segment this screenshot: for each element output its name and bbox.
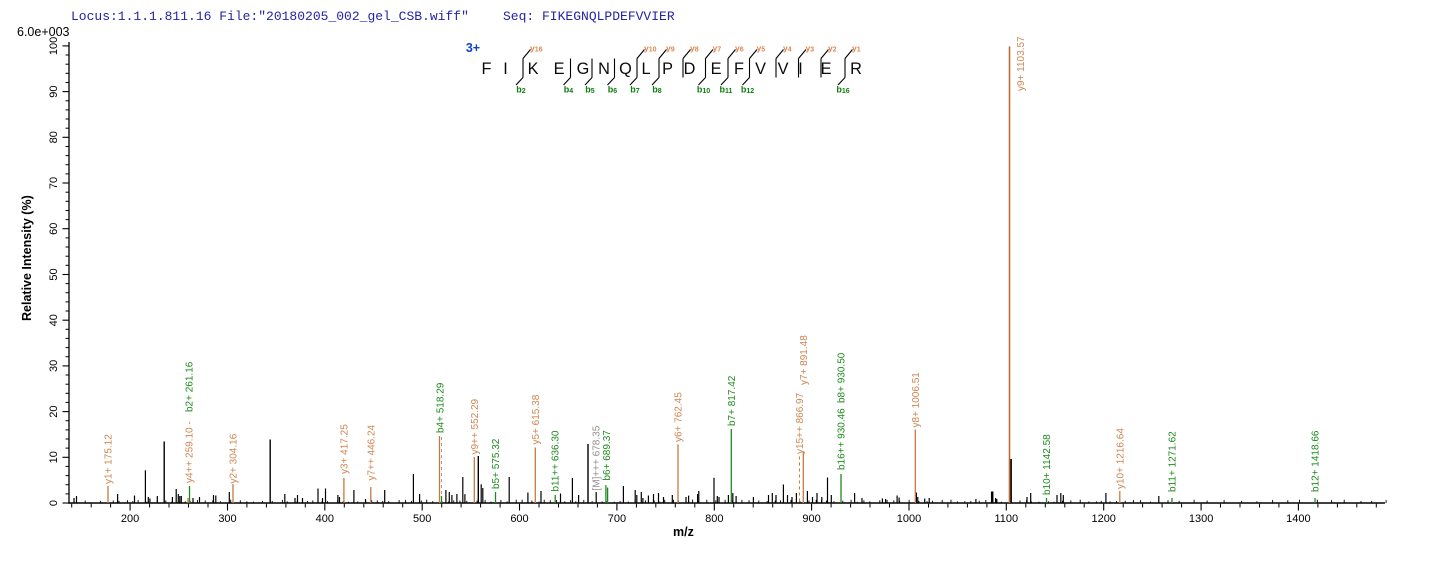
svg-text:y7: y7 (713, 43, 722, 54)
svg-text:40: 40 (48, 314, 60, 326)
svg-text:y10+ 1216.64: y10+ 1216.64 (1115, 428, 1126, 489)
svg-text:b5+ 575.32: b5+ 575.32 (491, 438, 502, 489)
svg-text:Locus:1.1.1.811.16 File:"20180: Locus:1.1.1.811.16 File:"20180205_002_ge… (71, 9, 469, 24)
svg-text:y7+ 891.48: y7+ 891.48 (799, 335, 810, 385)
svg-text:b8+ 930.50: b8+ 930.50 (837, 352, 848, 403)
svg-text:y9+ 1103.57: y9+ 1103.57 (1016, 36, 1027, 91)
svg-text:600: 600 (510, 513, 528, 525)
svg-text:D: D (684, 60, 696, 78)
svg-text:200: 200 (121, 513, 139, 525)
svg-text:R: R (850, 60, 862, 78)
svg-text:30: 30 (48, 360, 60, 372)
svg-text:P: P (662, 60, 673, 78)
svg-text:y6+ 762.45: y6+ 762.45 (674, 392, 685, 442)
svg-text:F: F (482, 60, 492, 78)
svg-text:y2: y2 (828, 43, 837, 54)
svg-text:m/z: m/z (673, 525, 694, 539)
svg-text:50: 50 (48, 268, 60, 280)
svg-text:I: I (503, 60, 508, 78)
svg-text:b11: b11 (720, 85, 733, 96)
svg-text:y4: y4 (783, 43, 792, 54)
svg-text:y8+ 1006.51: y8+ 1006.51 (911, 372, 922, 428)
svg-text:b8: b8 (652, 85, 662, 96)
svg-text:y3+ 417.25: y3+ 417.25 (339, 424, 350, 474)
svg-text:b6: b6 (608, 85, 618, 96)
svg-text:Seq: FIKEGNQLPDEFVVIER: Seq: FIKEGNQLPDEFVVIER (503, 9, 675, 24)
svg-text:y9++ 552.29: y9++ 552.29 (470, 398, 481, 454)
svg-text:K: K (528, 60, 539, 78)
svg-text:E: E (711, 60, 722, 78)
svg-text:6.0e+003: 6.0e+003 (17, 25, 70, 39)
svg-text:100: 100 (48, 37, 60, 55)
svg-text:y10: y10 (644, 43, 657, 54)
svg-text:b12+ 1418.66: b12+ 1418.66 (1311, 430, 1322, 492)
svg-text:b16: b16 (836, 85, 849, 96)
svg-text:b10+ 1142.58: b10+ 1142.58 (1042, 434, 1053, 495)
svg-text:V: V (778, 60, 789, 78)
svg-text:900: 900 (802, 513, 820, 525)
svg-text:b2: b2 (516, 85, 526, 96)
svg-text:b10: b10 (697, 85, 710, 96)
svg-text:b11++ 636.30: b11++ 636.30 (551, 430, 562, 491)
svg-text:b12: b12 (741, 85, 754, 96)
svg-text:b4+ 518.29: b4+ 518.29 (436, 382, 447, 433)
svg-text:y6: y6 (735, 43, 744, 54)
svg-text:3+: 3+ (466, 41, 480, 55)
svg-text:300: 300 (218, 513, 236, 525)
svg-text:y3: y3 (806, 43, 815, 54)
svg-text:500: 500 (413, 513, 431, 525)
svg-text:N: N (598, 60, 610, 78)
svg-text:b7+ 817.42: b7+ 817.42 (727, 375, 738, 426)
svg-text:V: V (755, 60, 766, 78)
svg-text:1100: 1100 (994, 513, 1018, 525)
svg-text:80: 80 (48, 131, 60, 143)
svg-text:b4: b4 (564, 85, 574, 96)
svg-text:10: 10 (48, 451, 60, 463)
svg-text:[M]+++ 678.35: [M]+++ 678.35 (592, 425, 603, 490)
svg-text:b6+ 689.37: b6+ 689.37 (602, 430, 613, 481)
svg-text:1000: 1000 (897, 513, 921, 525)
svg-text:1400: 1400 (1286, 513, 1310, 525)
svg-text:y1+ 175.12: y1+ 175.12 (104, 434, 115, 484)
svg-text:y7++ 446.24: y7++ 446.24 (366, 424, 377, 480)
svg-text:90: 90 (48, 85, 60, 97)
svg-text:1200: 1200 (1091, 513, 1115, 525)
svg-text:70: 70 (48, 177, 60, 189)
svg-text:y5+ 615.38: y5+ 615.38 (531, 394, 542, 444)
svg-text:b7: b7 (630, 85, 640, 96)
svg-text:20: 20 (48, 405, 60, 417)
svg-text:400: 400 (316, 513, 334, 525)
svg-text:y9: y9 (666, 43, 675, 54)
svg-text:F: F (734, 60, 744, 78)
svg-text:b16++ 930.46: b16++ 930.46 (837, 408, 848, 470)
svg-text:y16: y16 (530, 43, 543, 54)
svg-text:I: I (798, 60, 803, 78)
svg-text:y2+ 304.16: y2+ 304.16 (229, 433, 240, 483)
svg-text:60: 60 (48, 223, 60, 235)
svg-text:y5: y5 (757, 43, 766, 54)
svg-text:1300: 1300 (1189, 513, 1213, 525)
svg-text:b2+ 261.16: b2+ 261.16 (185, 361, 196, 412)
svg-text:700: 700 (608, 513, 626, 525)
svg-text:L: L (641, 60, 650, 78)
svg-text:E: E (554, 60, 565, 78)
svg-text:Relative Intensity (%): Relative Intensity (%) (20, 195, 34, 321)
svg-text:b5: b5 (585, 85, 595, 96)
svg-text:y4++ 259.10 -: y4++ 259.10 - (185, 421, 196, 483)
svg-text:y1: y1 (852, 43, 861, 54)
svg-text:G: G (577, 60, 590, 78)
svg-text:b11+ 1271.62: b11+ 1271.62 (1168, 431, 1179, 492)
svg-text:y8: y8 (690, 43, 699, 54)
svg-text:800: 800 (705, 513, 723, 525)
svg-text:0: 0 (48, 500, 60, 506)
svg-text:Q: Q (619, 60, 632, 78)
svg-text:y15++ 866.97: y15++ 866.97 (795, 392, 806, 454)
svg-text:E: E (821, 60, 832, 78)
